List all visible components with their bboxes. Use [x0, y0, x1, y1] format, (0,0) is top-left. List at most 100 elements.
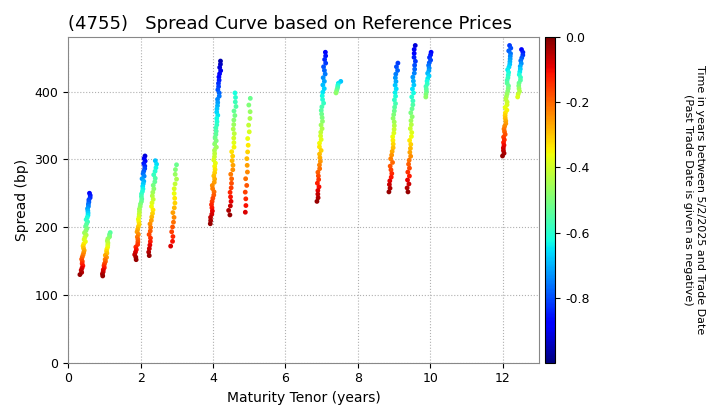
Point — [388, 111, 400, 118]
Point — [410, 42, 421, 49]
Point — [513, 82, 524, 89]
Point — [134, 208, 145, 215]
Point — [98, 262, 109, 269]
Point — [82, 212, 94, 218]
Point — [132, 239, 143, 245]
Point — [387, 133, 398, 140]
Point — [392, 67, 403, 74]
Point — [406, 129, 418, 136]
Text: (4755)   Spread Curve based on Reference Prices: (4755) Spread Curve based on Reference P… — [68, 15, 512, 33]
Point — [405, 153, 416, 160]
Point — [138, 186, 149, 192]
Point — [320, 52, 331, 59]
Point — [423, 65, 435, 71]
Point — [145, 203, 157, 210]
Point — [148, 182, 159, 189]
Point — [76, 260, 88, 267]
Point — [319, 78, 330, 85]
Point — [149, 178, 161, 185]
Point — [171, 161, 182, 168]
Point — [137, 188, 148, 195]
Point — [388, 130, 400, 136]
Point — [81, 225, 93, 232]
Point — [138, 171, 149, 177]
Point — [421, 81, 433, 87]
Point — [513, 80, 525, 87]
Point — [333, 80, 344, 87]
Point — [84, 190, 95, 197]
Point — [390, 93, 401, 100]
Point — [243, 129, 255, 135]
Point — [133, 221, 145, 228]
Point — [81, 220, 92, 227]
Point — [130, 249, 141, 255]
Point — [143, 249, 154, 255]
Point — [138, 181, 149, 187]
Point — [167, 238, 179, 245]
Point — [136, 176, 148, 182]
Point — [404, 165, 415, 171]
Point — [227, 153, 238, 160]
Point — [311, 198, 323, 205]
Point — [82, 205, 94, 212]
Point — [498, 136, 510, 143]
Point — [138, 168, 150, 174]
Point — [403, 181, 415, 187]
Point — [241, 155, 253, 162]
Point — [386, 152, 397, 158]
Point — [315, 158, 326, 165]
Point — [498, 150, 510, 157]
Point — [209, 150, 220, 157]
Point — [505, 50, 516, 57]
Point — [242, 149, 253, 155]
Point — [204, 220, 216, 227]
Point — [514, 88, 526, 95]
Point — [505, 45, 516, 52]
Point — [405, 125, 416, 132]
Point — [245, 95, 256, 102]
Point — [331, 86, 343, 92]
Point — [320, 71, 331, 77]
Point — [211, 121, 222, 128]
Point — [102, 241, 114, 248]
Point — [498, 142, 510, 149]
Point — [516, 60, 527, 67]
Point — [405, 145, 416, 152]
Point — [312, 169, 324, 176]
Point — [99, 252, 111, 259]
Point — [80, 238, 91, 245]
Point — [145, 238, 156, 245]
Point — [99, 260, 110, 267]
Point — [139, 165, 150, 172]
Point — [312, 173, 324, 179]
Point — [78, 236, 90, 243]
Point — [313, 184, 325, 190]
Point — [387, 141, 399, 147]
Point — [130, 254, 142, 260]
Point — [408, 78, 419, 84]
Point — [228, 126, 239, 132]
Point — [147, 192, 158, 199]
Point — [83, 201, 94, 207]
Point — [317, 81, 328, 88]
Point — [132, 216, 144, 223]
Point — [228, 130, 240, 137]
Point — [498, 134, 509, 140]
Point — [146, 214, 158, 220]
Point — [212, 96, 223, 103]
Point — [207, 198, 218, 205]
Point — [240, 176, 251, 182]
Point — [209, 179, 220, 186]
Point — [389, 97, 400, 103]
Point — [241, 162, 253, 169]
Point — [138, 160, 150, 167]
Point — [332, 84, 343, 91]
Point — [392, 60, 404, 66]
Point — [318, 85, 330, 92]
Point — [514, 68, 526, 75]
Point — [317, 96, 328, 103]
Point — [503, 72, 514, 79]
Point — [388, 126, 400, 133]
Point — [225, 171, 236, 178]
Point — [314, 151, 325, 158]
